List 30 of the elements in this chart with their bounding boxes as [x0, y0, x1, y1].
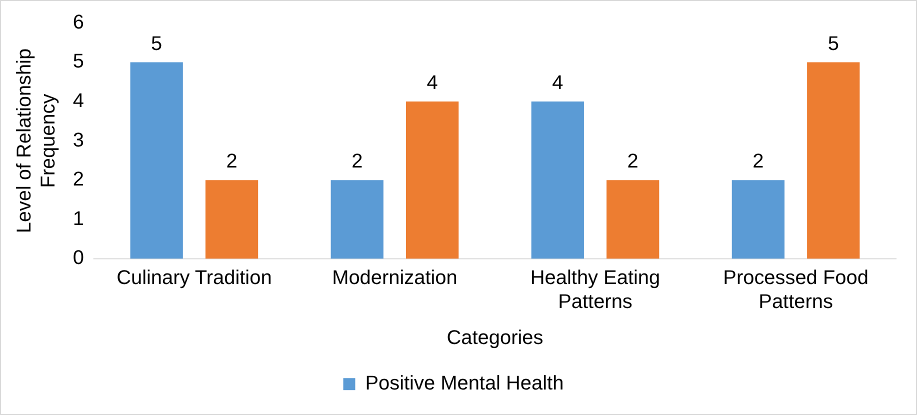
y-tick-label: 1: [72, 208, 84, 230]
data-label: 2: [226, 150, 238, 173]
bar: [531, 102, 584, 259]
y-tick-label: 5: [72, 50, 84, 73]
y-axis-title: Level of Relationship Frequency: [13, 48, 60, 234]
x-tick-label: Culinary Tradition: [116, 267, 272, 290]
x-axis-title: Categories: [446, 326, 544, 349]
y-tick-label: 6: [72, 11, 84, 34]
bar: [205, 180, 258, 259]
x-tick-label: Healthy Eating Patterns: [530, 267, 660, 314]
bar: [807, 62, 860, 259]
data-label: 2: [627, 150, 638, 173]
x-tick-label: Modernization: [332, 267, 458, 290]
data-label: 4: [426, 72, 438, 94]
x-tick-label: Processed Food Patterns: [723, 267, 868, 314]
legend-label: Positive Mental Health: [365, 372, 564, 395]
bar: [406, 102, 459, 259]
data-label: 2: [752, 150, 764, 173]
y-tick-label: 4: [72, 90, 84, 112]
bar: [732, 180, 784, 259]
y-tick-label: 2: [72, 168, 84, 191]
bar: [130, 62, 183, 259]
y-tick-label: 3: [72, 129, 84, 152]
data-label: 5: [151, 32, 162, 55]
bar: [330, 180, 384, 259]
y-tick-label: 0: [72, 247, 84, 270]
data-label: 5: [828, 32, 839, 55]
data-label: 2: [352, 150, 363, 173]
bar: [606, 180, 660, 259]
data-label: 4: [552, 72, 564, 94]
